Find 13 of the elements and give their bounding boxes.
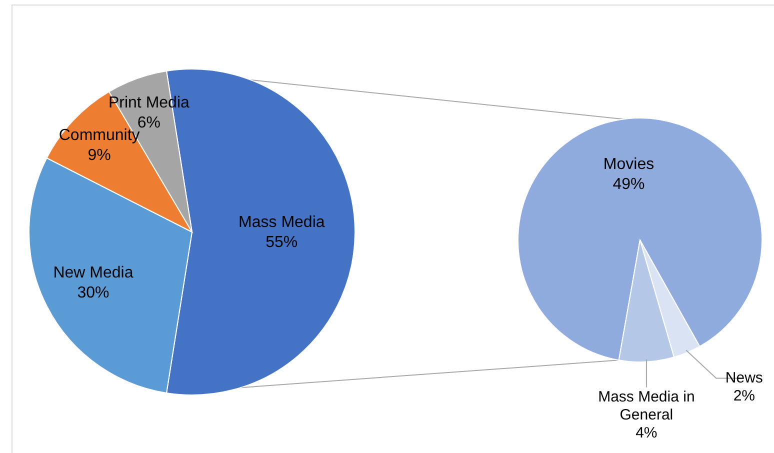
- data-label: 49%: [612, 176, 645, 194]
- pie-slice: [518, 118, 762, 361]
- data-label: 2%: [733, 387, 756, 404]
- slice-label: News: [725, 369, 763, 386]
- slice-label: New Media: [53, 264, 134, 282]
- slice-label: Mass Media in General: [598, 388, 695, 424]
- slice-label: Movies: [603, 156, 654, 174]
- data-label: 55%: [266, 234, 298, 252]
- data-label: 6%: [137, 114, 160, 132]
- data-label: 9%: [88, 147, 111, 164]
- slice-label: Mass Media: [238, 214, 325, 232]
- data-label: 4%: [636, 424, 658, 442]
- data-label: 30%: [77, 284, 110, 302]
